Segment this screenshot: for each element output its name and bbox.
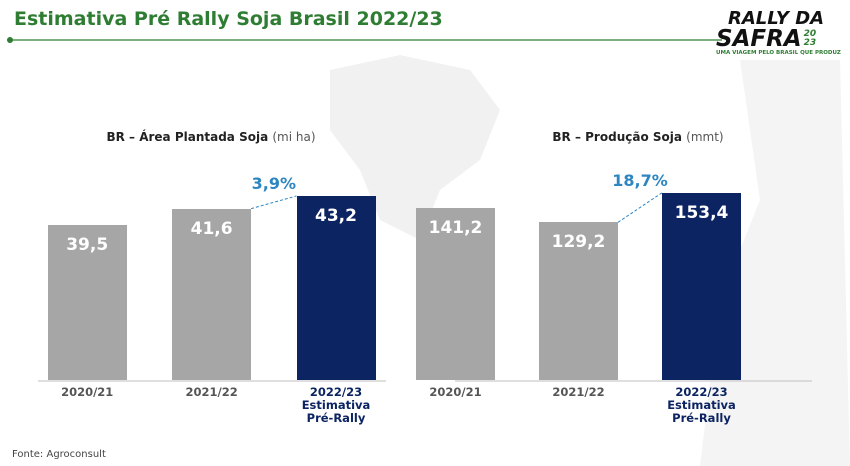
x-tick-label: 2022/23 Estimativa Pré-Rally	[667, 385, 736, 425]
annotation: 3,9%	[251, 173, 296, 193]
annotation-line	[617, 192, 663, 223]
logo-year-top: 20	[803, 29, 817, 39]
x-tick-label: 2020/21	[61, 385, 114, 399]
logo-line2: SAFRA	[716, 26, 802, 52]
value-label: 41,6	[190, 218, 233, 239]
value-label: 129,2	[551, 232, 606, 253]
chart-unit: (mi ha)	[272, 130, 316, 144]
logo-tagline: UMA VIAGEM PELO BRASIL QUE PRODUZ	[716, 50, 841, 56]
source: Fonte: Agroconsult	[12, 449, 106, 460]
annotation: 18,7%	[612, 170, 668, 190]
logo-year-bottom: 23	[803, 38, 817, 48]
annotation-line	[250, 195, 297, 210]
bar	[47, 225, 127, 380]
value-label: 153,4	[674, 202, 729, 223]
logo-line1: RALLY DA	[728, 8, 825, 29]
bar	[296, 195, 376, 380]
x-tick-label: 2021/22	[552, 385, 605, 399]
bar	[662, 192, 741, 380]
x-tick-label: 2021/22	[185, 385, 238, 399]
bar	[539, 222, 618, 380]
value-label: 39,5	[66, 235, 109, 256]
value-label: 141,2	[428, 217, 483, 238]
value-label: 43,2	[315, 205, 357, 226]
x-tick-label: 2020/21	[429, 385, 482, 399]
slide-title: Estimativa Pré Rally Soja Brasil 2022/23	[14, 8, 443, 30]
bar	[416, 207, 495, 380]
chart-unit: (mmt)	[686, 130, 724, 144]
bar	[172, 208, 252, 380]
x-tick-label: 2022/23 Estimativa Pré-Rally	[301, 385, 371, 425]
logo: RALLY DA SAFRA 20 23 UMA VIAGEM PELO BRA…	[716, 8, 842, 57]
chart-title: BR – Área Plantada Soja (mi ha)	[106, 130, 316, 144]
chart-title: BR – Produção Soja (mmt)	[552, 130, 724, 144]
